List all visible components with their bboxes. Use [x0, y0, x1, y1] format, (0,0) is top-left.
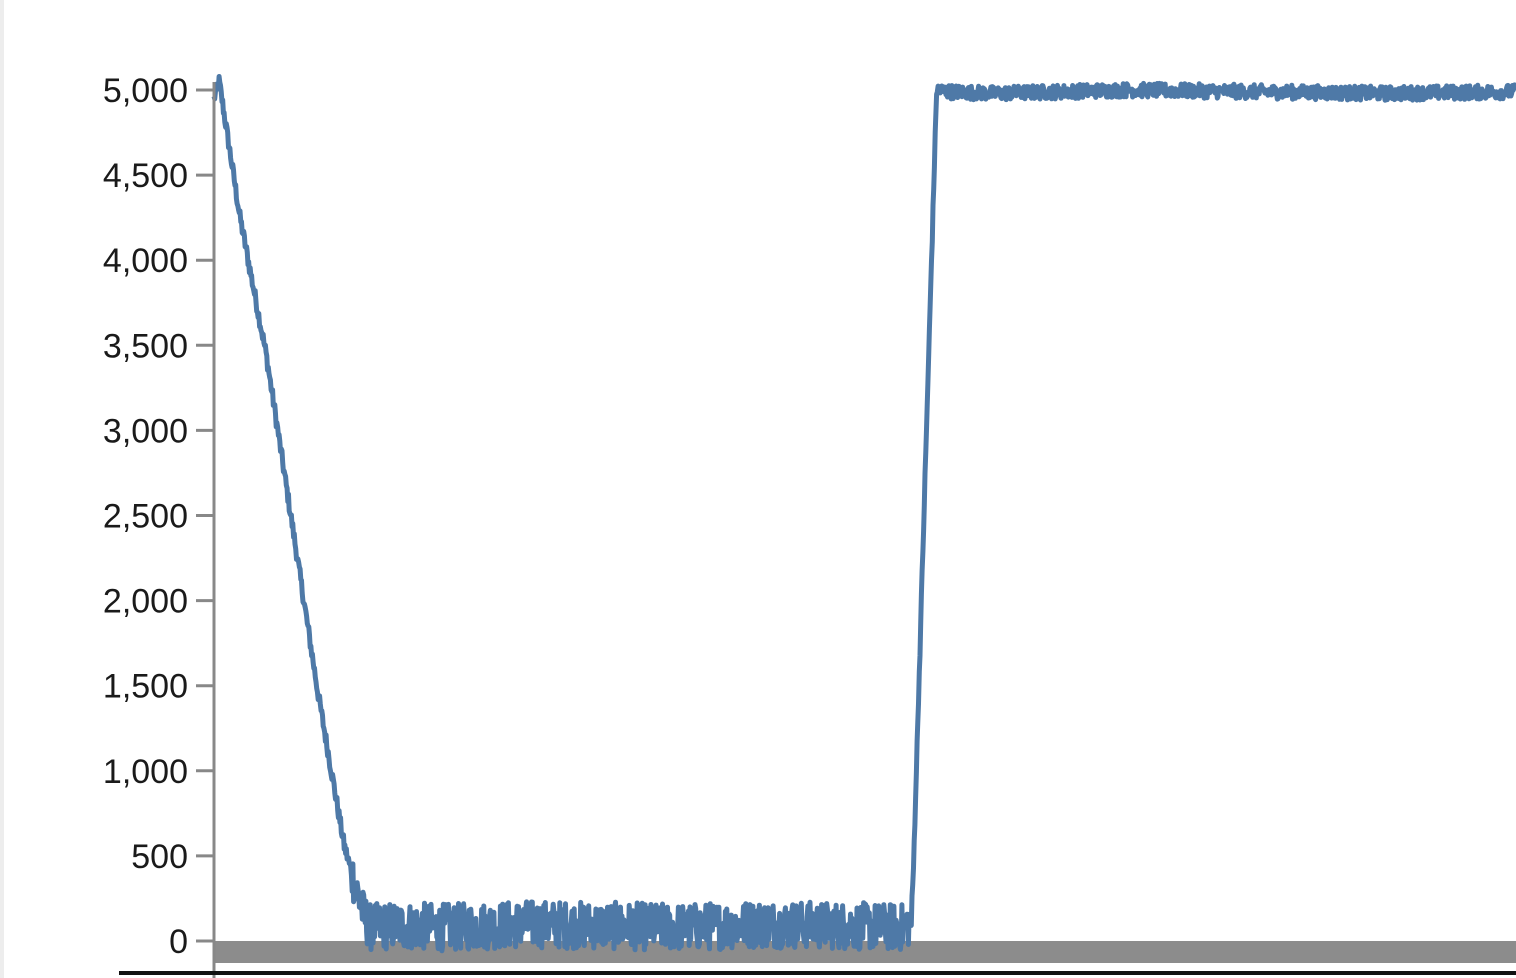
y-tick-label: 2,500: [103, 498, 188, 536]
left-edge-strip: [0, 0, 4, 978]
y-tick-label: 2,000: [103, 583, 188, 621]
series-line: [211, 74, 1516, 954]
y-tick-label: 1,500: [103, 668, 188, 706]
y-tick-label: 1,000: [103, 753, 188, 791]
y-tick-label: 3,500: [103, 327, 188, 365]
y-tick-label: 500: [131, 838, 188, 876]
y-tick-label: 0: [169, 923, 188, 961]
y-axis-ticks: 0 500 1,000 1,500 2,000 2,500 3,000 3,500 4,000 4…: [103, 72, 214, 961]
y-tick-label: 5,000: [103, 72, 188, 110]
y-tick-label: 4,500: [103, 157, 188, 195]
y-tick-label: 3,000: [103, 412, 188, 450]
y-tick-label: 4,000: [103, 242, 188, 280]
